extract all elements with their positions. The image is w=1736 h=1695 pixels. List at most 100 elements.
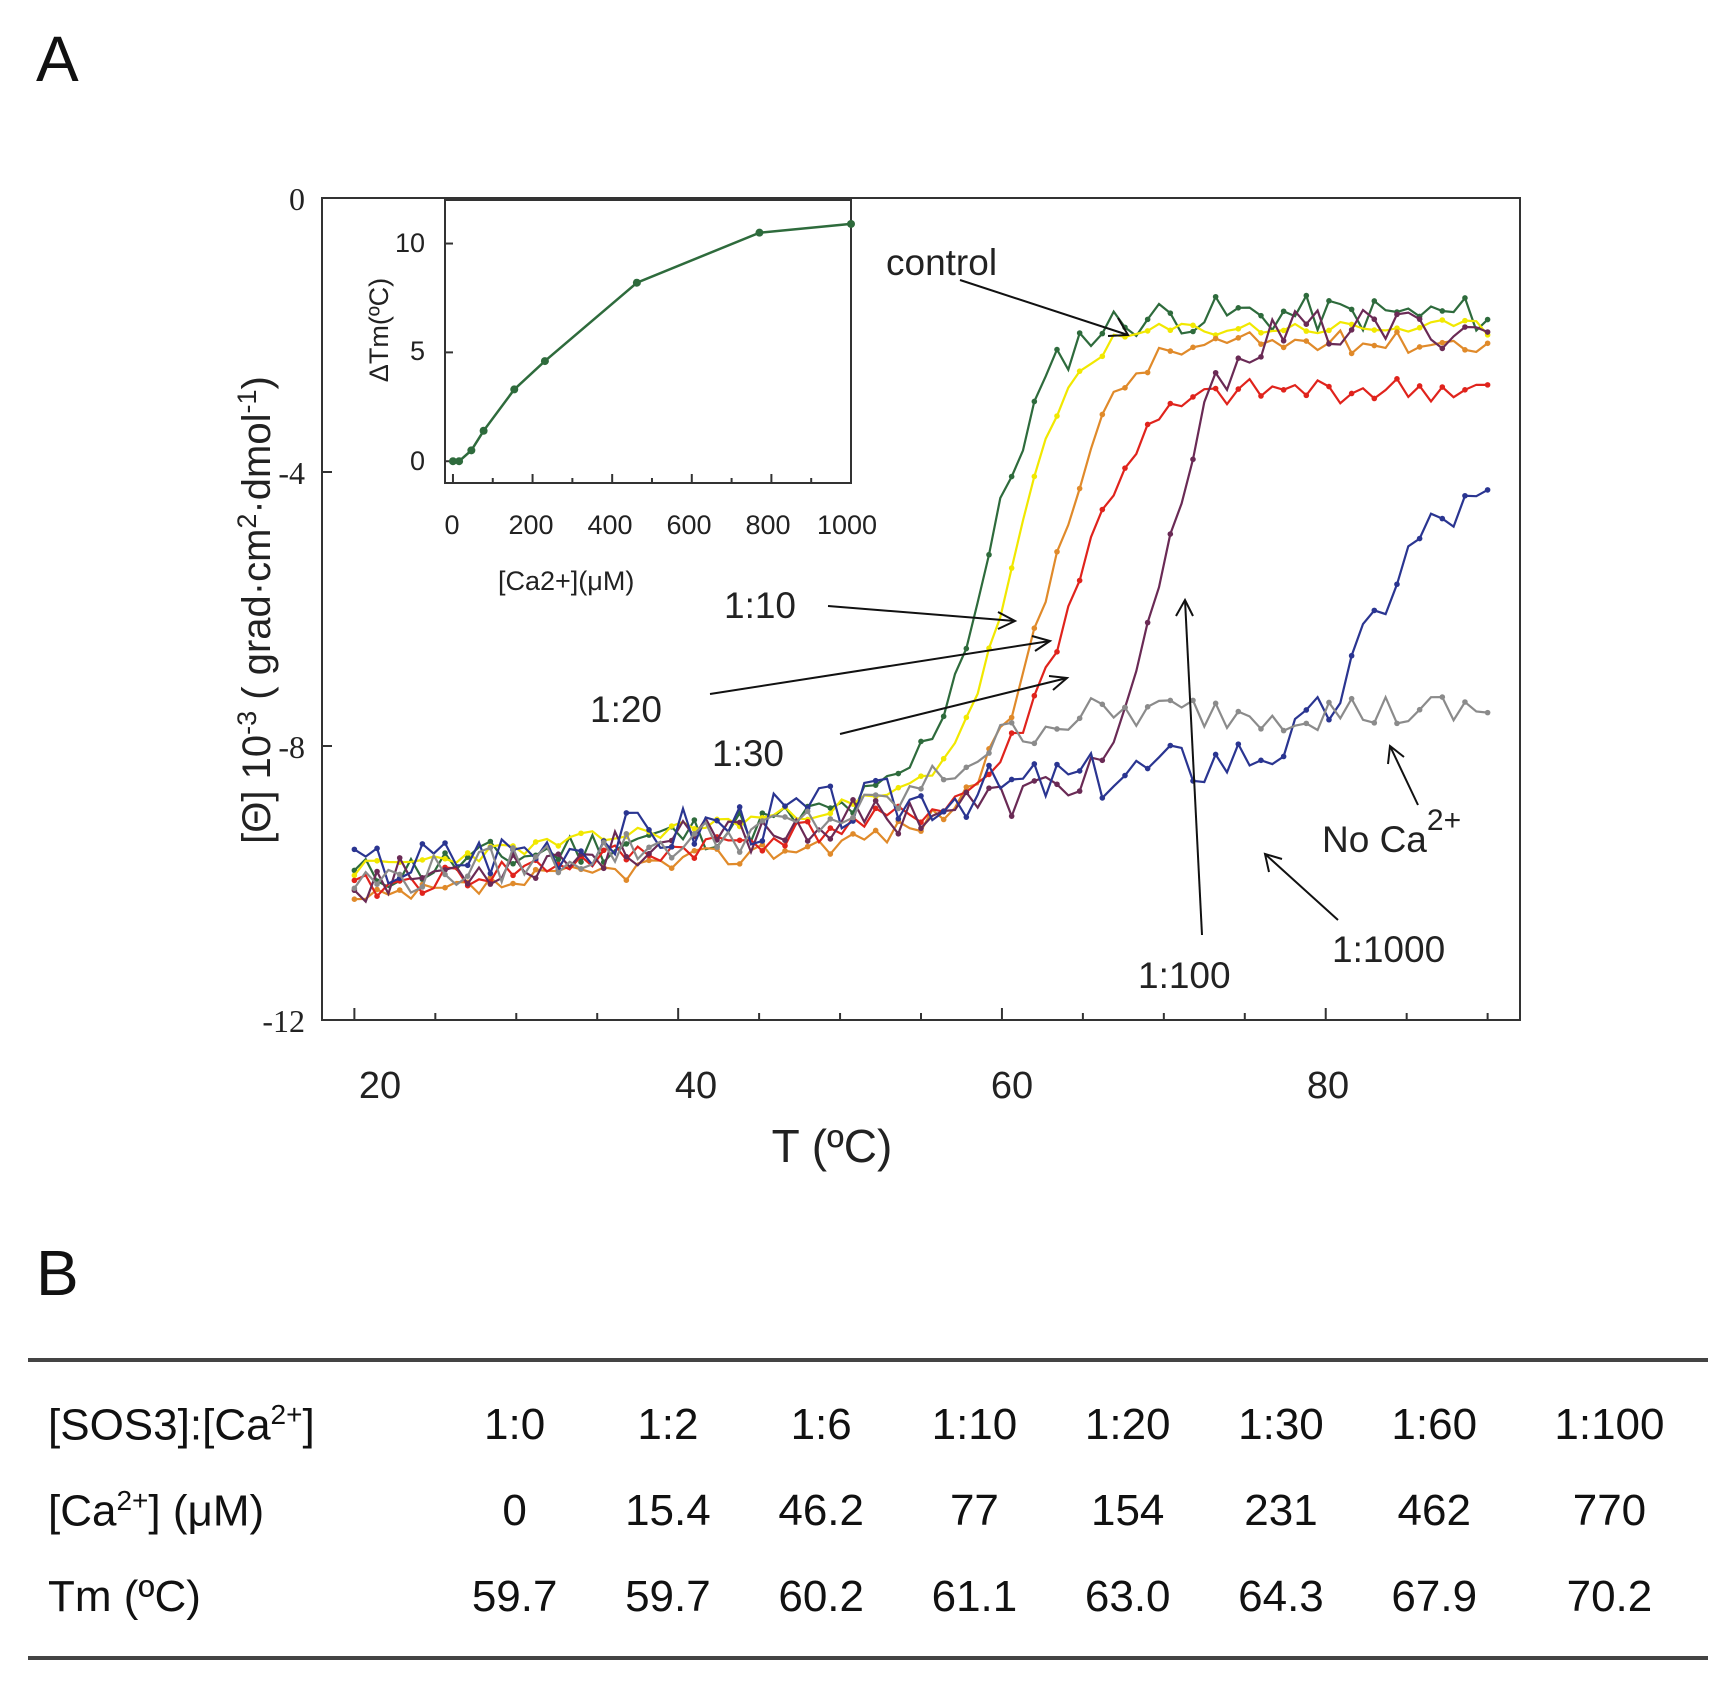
series-point — [759, 848, 766, 854]
row-header-sup: 2+ — [116, 1485, 149, 1517]
series-point — [1258, 330, 1264, 336]
series-point — [1235, 741, 1242, 747]
series-point — [1190, 697, 1196, 704]
series-point — [1054, 761, 1060, 768]
series-point — [714, 817, 720, 824]
series-point — [1076, 330, 1083, 336]
series-point — [736, 804, 743, 810]
series-point — [759, 810, 766, 816]
inset-point — [540, 357, 549, 366]
series-point — [1394, 376, 1400, 382]
table-row: Tm (ºC) 59.7 59.7 60.2 61.1 63.0 64.3 67.9 70.2 — [28, 1554, 1708, 1640]
series-point — [872, 827, 879, 834]
inset-plot-frame — [444, 199, 852, 484]
label-1-30: 1:30 — [712, 733, 784, 774]
series-point — [1484, 382, 1491, 388]
series-point — [510, 845, 516, 851]
series-point — [1439, 308, 1446, 314]
series-point — [691, 817, 698, 823]
series-point — [1099, 757, 1106, 764]
table-row-header: [SOS3]:[Ca2+] — [28, 1382, 438, 1468]
series-point — [1099, 795, 1106, 801]
label-1-20: 1:20 — [590, 689, 662, 730]
series-point — [1144, 328, 1151, 334]
series-point — [374, 893, 380, 899]
series-point — [1258, 341, 1264, 347]
table-cell: 46.2 — [778, 1486, 864, 1535]
series-point — [623, 810, 630, 816]
table-row: [Ca2+] (μM) 0 15.4 46.2 77 154 231 462 770 — [28, 1468, 1708, 1554]
series-point — [827, 836, 834, 842]
series-point — [1122, 772, 1128, 779]
table-cell: 1:100 — [1554, 1400, 1665, 1449]
series-point — [1280, 727, 1287, 734]
table-cell: 462 — [1397, 1486, 1471, 1535]
label-control: control — [886, 242, 997, 283]
y-label-part: ( grad·cm — [235, 529, 279, 711]
y-axis-label: [Θ] 10-3 ( grad·cm2·dmol-1) — [232, 376, 279, 844]
series-point — [1167, 400, 1174, 407]
table-cell: 1:6 — [790, 1400, 852, 1449]
series-point — [374, 881, 380, 888]
series-point — [1008, 565, 1015, 571]
series-point — [827, 825, 834, 831]
table-cell: 1:60 — [1391, 1400, 1478, 1449]
series-point — [1076, 485, 1083, 492]
inset-point — [467, 446, 476, 455]
series-point — [1190, 344, 1196, 351]
series-point — [1054, 346, 1060, 353]
series-point — [578, 859, 584, 865]
series-point — [759, 838, 766, 844]
series-point — [895, 805, 902, 812]
series-point — [827, 783, 834, 790]
table-row-header: Tm (ºC) — [28, 1554, 438, 1640]
series-point — [532, 839, 539, 845]
series-point — [646, 844, 652, 851]
series-point — [668, 855, 675, 861]
series-point — [918, 785, 924, 792]
table-cell: 770 — [1572, 1486, 1647, 1535]
inset-x-axis-label: [Ca2+](μM) — [498, 566, 634, 596]
series-point — [940, 816, 947, 823]
series-point — [1122, 384, 1128, 391]
series-point — [487, 838, 494, 845]
series-point — [464, 854, 471, 861]
series-point — [850, 797, 856, 803]
table-cell: 1:10 — [931, 1400, 1018, 1449]
series-point — [1099, 330, 1106, 337]
x-tick-label: 80 — [1307, 1065, 1349, 1107]
inset-series-group — [448, 219, 855, 466]
series-point — [600, 839, 607, 846]
series-point — [1348, 327, 1355, 333]
series-point — [782, 803, 788, 809]
series-point — [918, 825, 924, 832]
series-point — [782, 814, 788, 820]
series-point — [1462, 324, 1468, 330]
series-point — [1122, 465, 1128, 471]
series-point — [1235, 708, 1242, 715]
series-point — [1303, 338, 1310, 344]
y-label-part: ) — [235, 376, 279, 389]
series-point — [419, 841, 426, 847]
series-point — [804, 808, 811, 815]
table-cell: 63.0 — [1084, 1572, 1171, 1621]
series-point — [1326, 716, 1332, 723]
series-point — [351, 877, 358, 884]
series-point — [918, 793, 924, 799]
table-cell: 1:30 — [1238, 1400, 1324, 1449]
series-point — [940, 808, 947, 815]
series-point — [1371, 720, 1378, 726]
series-point — [1054, 548, 1060, 555]
series-point — [986, 771, 992, 778]
series-point — [464, 873, 471, 879]
series-point — [623, 853, 630, 860]
label-1-1000: 1:1000 — [1332, 929, 1445, 970]
series-point — [1235, 386, 1242, 392]
series-point — [1394, 581, 1400, 588]
series-point — [1484, 709, 1491, 716]
series-point — [1076, 577, 1083, 584]
series-point — [1416, 324, 1423, 331]
table-cell: 70.2 — [1566, 1572, 1653, 1621]
series-point — [1326, 298, 1332, 304]
series-point — [804, 818, 811, 825]
